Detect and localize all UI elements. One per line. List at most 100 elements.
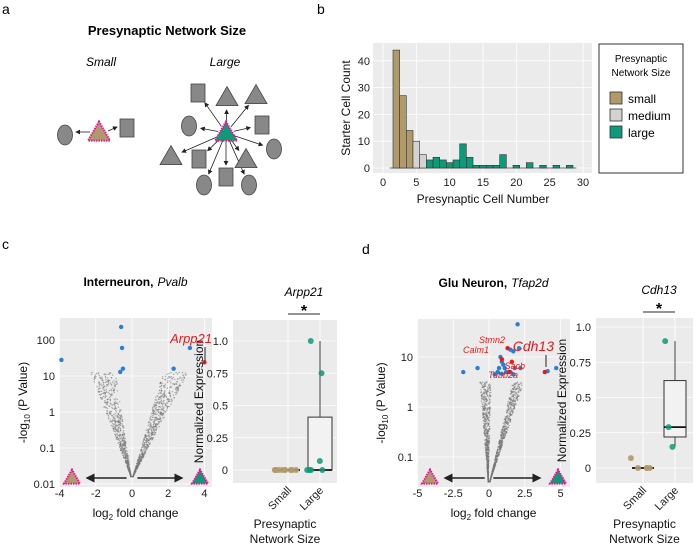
gene-point — [507, 402, 509, 405]
gene-point — [513, 406, 515, 409]
gene-point — [165, 396, 168, 398]
gene-point — [500, 444, 503, 447]
gene-point — [516, 396, 518, 399]
y-tick-label: 30 — [358, 83, 370, 95]
gene-point — [484, 444, 486, 447]
gene-point — [169, 396, 172, 398]
x-axis-label: Presynaptic — [254, 517, 317, 531]
gene-point — [164, 383, 166, 385]
gene-point — [100, 390, 103, 393]
gene-point — [507, 417, 509, 419]
significant-gene-point — [511, 372, 516, 377]
gene-point — [139, 460, 142, 462]
y-tick-label: 10 — [401, 352, 413, 364]
gene-point — [160, 385, 162, 388]
gene-point — [127, 456, 129, 458]
gene-point — [166, 387, 169, 389]
gene-point — [153, 422, 155, 424]
volcano-plot-c: -4 -2 0 2 4 0.01 0.1 1 10 100 Interneuron, Pvalb log… — [16, 275, 212, 522]
y-axis-label: Normalized Expression — [192, 340, 206, 463]
gene-point — [486, 415, 489, 417]
gene-point — [155, 416, 157, 419]
gene-point — [106, 398, 109, 401]
gene-point — [149, 435, 151, 438]
gene-point — [104, 373, 106, 375]
gene-point — [164, 394, 167, 397]
gene-point — [175, 392, 178, 394]
gene-point — [121, 439, 124, 441]
gene-point — [161, 377, 164, 380]
gene-point — [100, 397, 102, 399]
x-axis-label: log2 fold change — [451, 506, 537, 522]
gene-point — [175, 382, 177, 385]
gene-point — [486, 413, 488, 415]
gene-point — [113, 398, 116, 401]
gene-point — [125, 442, 127, 444]
gene-point — [486, 467, 489, 470]
gene-point — [153, 410, 155, 412]
gene-point — [142, 453, 145, 455]
gene-point — [143, 442, 146, 444]
gene-point — [511, 391, 513, 393]
legend-swatch-medium — [609, 108, 623, 122]
gene-point — [504, 416, 507, 418]
gene-point — [132, 475, 134, 478]
legend-label-large: large — [628, 126, 655, 140]
gene-point — [166, 381, 169, 384]
gene-point — [147, 422, 150, 424]
gene-point — [103, 389, 105, 391]
gene-point — [515, 391, 517, 394]
gene-point — [487, 407, 489, 409]
gene-point — [120, 420, 122, 422]
gene-point — [145, 441, 147, 443]
y-tick-label: 0.5 — [576, 393, 591, 405]
gene-point — [155, 402, 158, 404]
gene-point — [484, 400, 486, 403]
gene-point — [109, 398, 111, 401]
gene-point — [156, 418, 158, 420]
arrow — [204, 102, 222, 127]
gene-point — [155, 411, 157, 413]
gene-point — [513, 399, 515, 402]
gene-point — [115, 398, 117, 400]
gene-point — [512, 389, 515, 391]
gene-point — [485, 418, 487, 420]
gene-point — [101, 385, 103, 387]
gene-point — [169, 395, 172, 397]
gene-point — [485, 405, 487, 407]
gene-point — [143, 447, 145, 449]
gene-point — [142, 441, 144, 443]
gene-point — [149, 416, 152, 419]
gene-point — [138, 455, 141, 457]
histogram-bar — [412, 140, 420, 169]
neuron-circle — [266, 138, 282, 160]
gene-point — [108, 389, 111, 392]
gene-point — [507, 407, 509, 410]
y-tick-label: 1 — [49, 407, 55, 419]
y-tick-label: 0 — [585, 463, 591, 475]
gene-point — [156, 419, 158, 421]
gene-point — [146, 439, 148, 441]
gene-point — [510, 408, 512, 411]
gene-point — [91, 371, 93, 374]
gene-point — [484, 448, 487, 450]
neuron-square — [218, 167, 234, 187]
gene-point — [117, 413, 120, 416]
gene-point — [121, 446, 123, 448]
y-label-sub: 10 — [23, 414, 32, 423]
gene-point — [516, 399, 519, 401]
gene-point — [164, 386, 166, 389]
gene-point — [154, 425, 157, 427]
gene-point — [486, 391, 488, 393]
gene-point — [488, 386, 491, 388]
gene-point — [483, 395, 486, 397]
histogram-bar — [512, 165, 520, 169]
gene-point — [106, 410, 109, 412]
gene-point — [157, 398, 160, 401]
gene-point — [99, 394, 102, 396]
gene-point — [513, 397, 516, 399]
y-tick-label: 0.25 — [207, 433, 228, 445]
gene-point — [167, 377, 169, 379]
gene-point — [152, 414, 154, 417]
gene-point — [126, 452, 128, 455]
